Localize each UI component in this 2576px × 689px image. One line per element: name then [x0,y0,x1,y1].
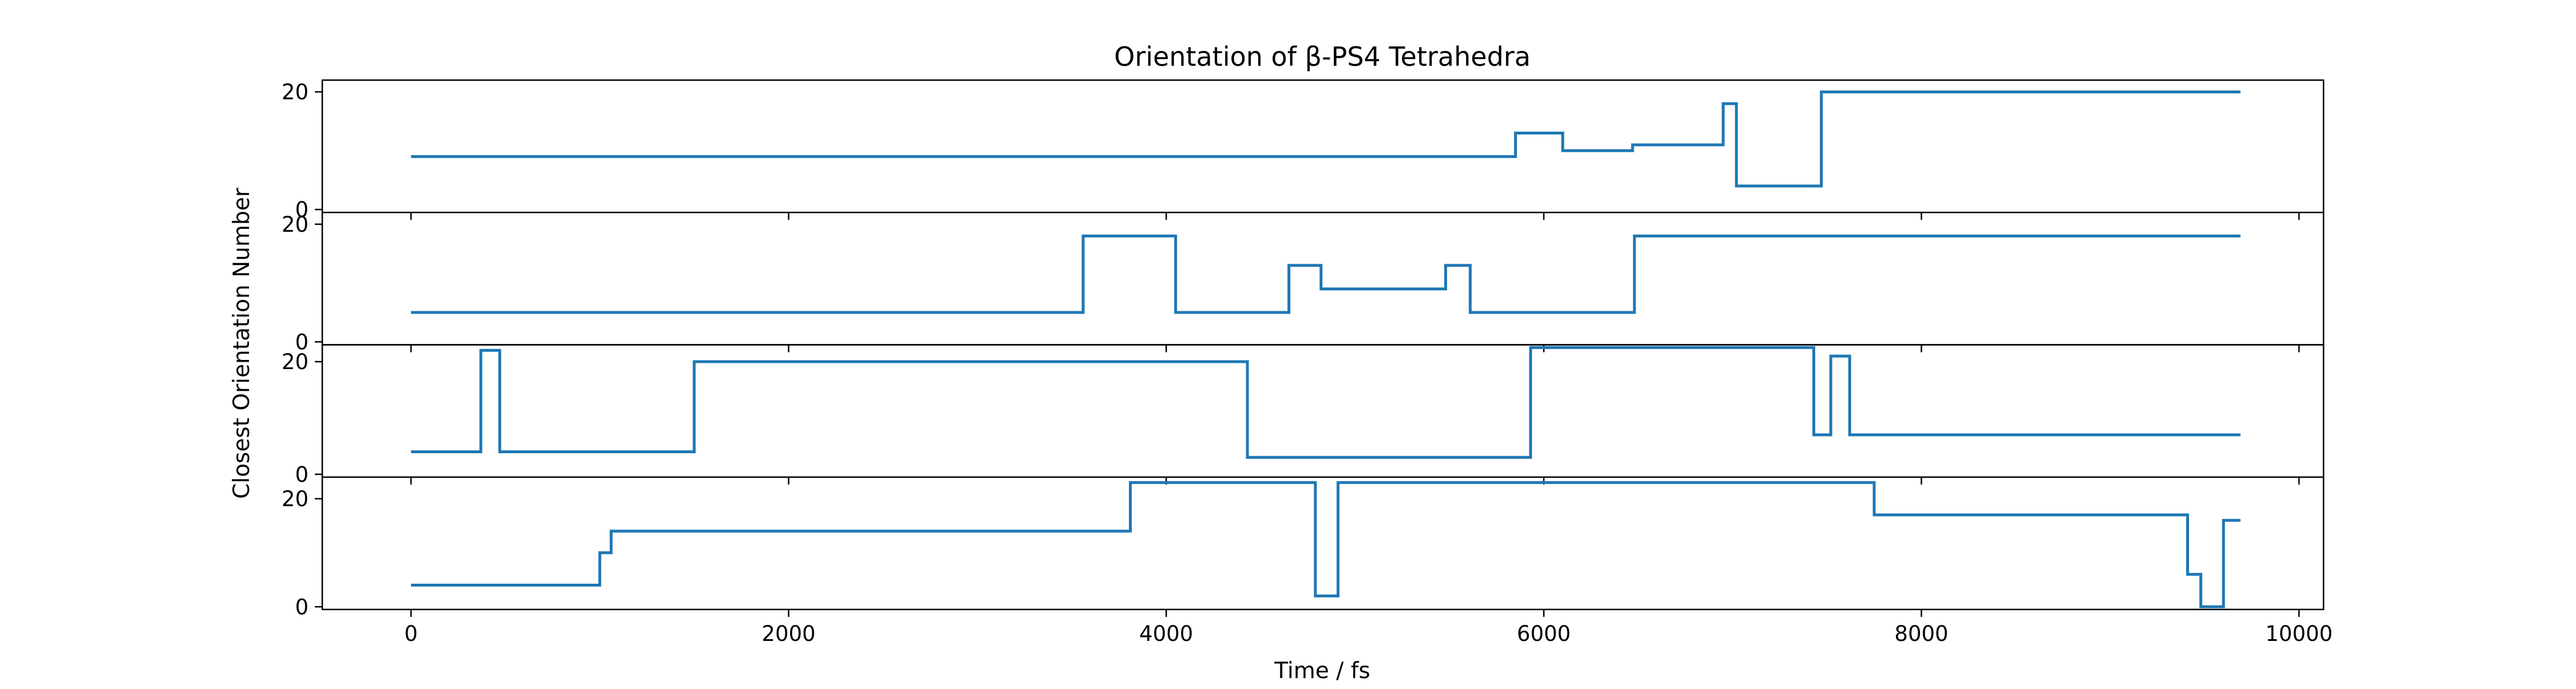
y-tick-label: 0 [295,330,309,354]
x-tick-label: 4000 [1139,621,1193,646]
panel-frame [321,212,2325,346]
series-line [411,481,2241,608]
x-tick-label: 0 [404,621,418,646]
panel-3: 0 20 [282,344,2325,487]
y-tick-label: 0 [295,595,309,619]
series-line [411,234,2241,314]
series-line [411,90,2241,188]
x-tick-label: 6000 [1517,621,1571,646]
panel-4: 0 20 0 2000 4000 6000 8000 10000 [282,476,2333,646]
y-tick-label: 0 [295,197,309,222]
series-line [411,346,2241,459]
x-tick-label: 10000 [2265,621,2333,646]
panel-2: 0 20 [282,212,2325,354]
y-axis-label: Closest Orientation Number [229,187,255,498]
panel-frame [321,476,2325,611]
panel-frame [321,79,2325,213]
x-tick-label: 2000 [762,621,816,646]
panel-1: 0 20 [282,79,2325,222]
y-tick-label: 20 [282,212,309,237]
x-axis-label: Time / fs [1274,658,1370,684]
chart-title: Orientation of β-PS4 Tetrahedra [1114,41,1531,72]
y-tick-label: 20 [282,487,309,512]
y-tick-label: 20 [282,80,309,105]
x-tick-label: 8000 [1894,621,1948,646]
y-tick-label: 20 [282,350,309,374]
y-tick-label: 0 [295,462,309,487]
